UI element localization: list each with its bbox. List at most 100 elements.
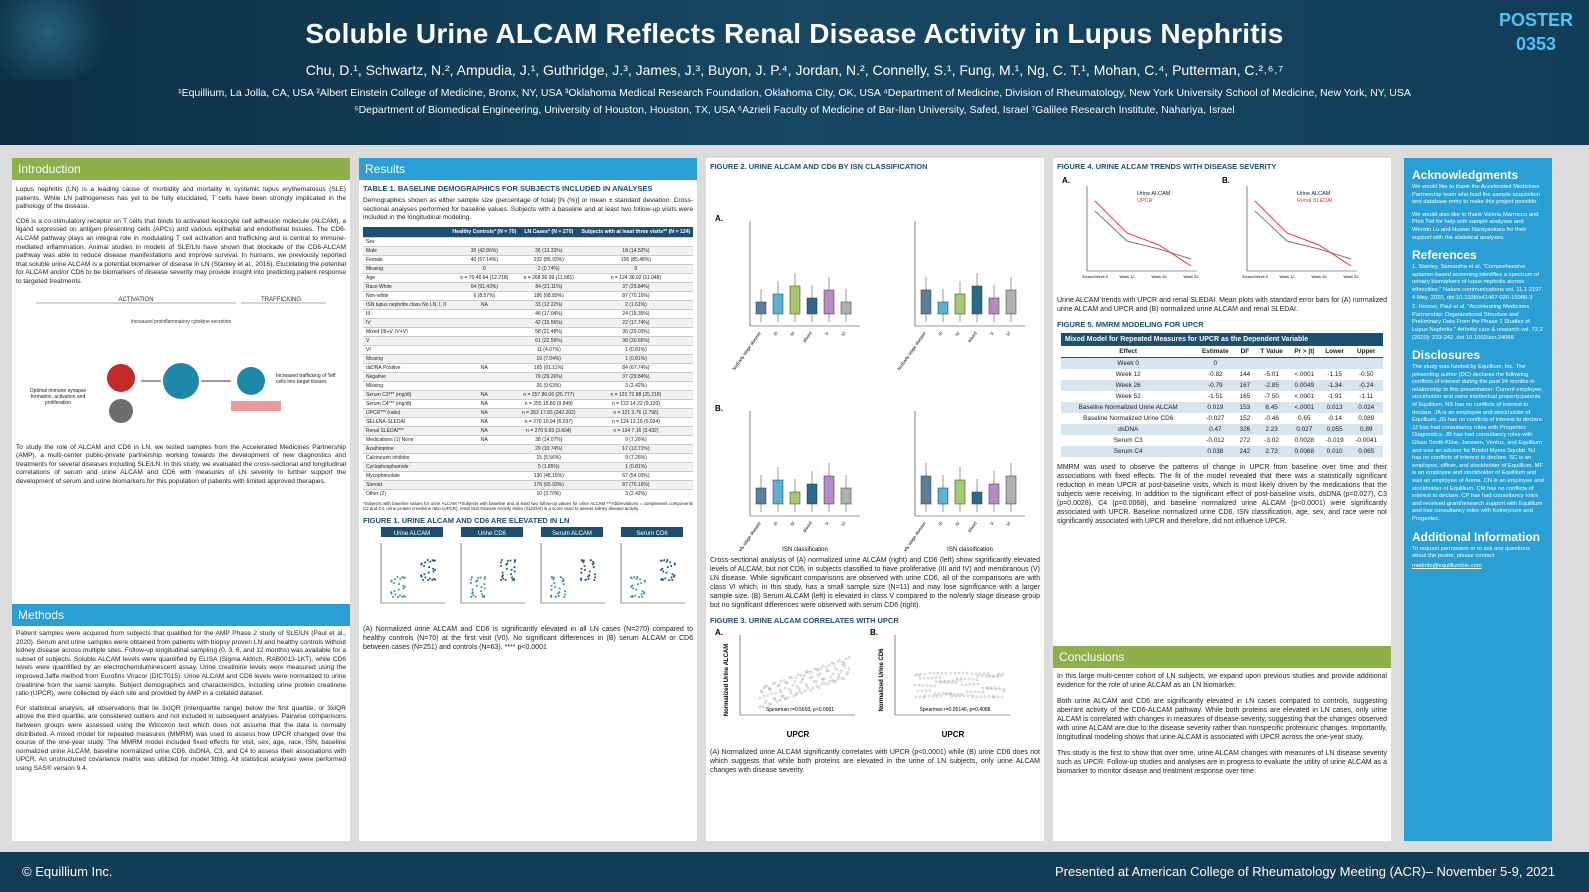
fig3-point	[828, 679, 832, 683]
mmrm-row: Week 12 -0.82 144 -5.01 <.0001 -1.15 -0.50	[1061, 369, 1383, 380]
fig1-point	[422, 564, 425, 567]
mmrm-cell: 6.45	[1254, 402, 1289, 413]
fig1-point	[550, 594, 553, 597]
mmrm-cell: Baseline Normalized Urine CD6	[1083, 415, 1174, 422]
fig2-box	[1005, 475, 1017, 505]
fig3-point	[997, 686, 1001, 689]
table-cell: n = 262 17.83 (242.202)	[518, 407, 579, 418]
fig3-point	[977, 690, 981, 694]
table-row: Cyclophosphamide 5 (1.85%) 1 (0.81%)	[363, 461, 693, 472]
fig2-category-label: VI	[1005, 521, 1012, 527]
fig3-point	[972, 682, 976, 686]
fig3-point	[834, 680, 838, 683]
fig4-x-tick: Week 26	[1152, 275, 1167, 279]
table-cell: Missing	[363, 353, 451, 364]
fig2-category-label: V	[824, 521, 830, 526]
fig1-point	[582, 560, 585, 563]
fig3-point	[790, 676, 794, 679]
fig3-point	[784, 697, 788, 701]
fig1-point	[483, 594, 486, 597]
fig3-point	[758, 705, 762, 709]
fig1-point	[403, 576, 406, 579]
fig1-point	[480, 589, 483, 592]
fig3-point	[816, 673, 820, 677]
fig3-point	[799, 681, 803, 684]
fig3-point	[981, 691, 985, 694]
table-row: Serum C3*** (mg/dl) NA n = 257 80.06 (25.7…	[363, 389, 693, 400]
table-cell: 106 (85.48%)	[578, 254, 693, 265]
teff-cell-trafficking-icon	[237, 366, 265, 395]
fig1-point	[398, 594, 401, 597]
fig3-point	[917, 673, 921, 677]
fig3-point	[960, 693, 964, 696]
fig1-point	[501, 573, 504, 576]
fig2-box	[920, 289, 932, 315]
table-cell: 36 (29.03%)	[578, 326, 693, 337]
mmrm-cell: 0	[1195, 357, 1236, 369]
table-cell: 87 (70.16%)	[578, 290, 693, 301]
fig3-point	[762, 686, 766, 690]
fig1-point	[562, 579, 565, 582]
affiliation-line-2: ⁵Department of Biomedical Engineering, U…	[354, 104, 1235, 116]
mmrm-cell: 2.23	[1254, 424, 1289, 435]
mmrm-cell: Week 0	[1061, 357, 1196, 369]
fig3-point	[810, 675, 814, 679]
fig3-point	[804, 670, 808, 674]
fig1-point	[580, 567, 583, 570]
table-cell	[450, 353, 519, 364]
table-cell: ISN lupus nephritis class No LN, I, II	[363, 299, 451, 310]
fig3-point	[967, 677, 971, 681]
table-cell: 38 (14.07%)	[518, 434, 579, 445]
fig1-point	[397, 595, 399, 598]
table-cell: NA	[450, 362, 519, 373]
table-cell: Renal SLEDAI***	[363, 425, 451, 436]
table-cell: 18 (14.52%)	[578, 245, 693, 256]
fig3-point	[800, 679, 804, 682]
table-cell: 67 (54.03%)	[578, 470, 693, 481]
fig3-point	[758, 696, 762, 700]
fig3-point	[981, 686, 985, 690]
table-cell: dsDNA Positive	[363, 362, 451, 373]
table-cell: NA	[450, 398, 519, 409]
table-cell: NA	[450, 425, 519, 436]
fig3-point	[789, 692, 793, 695]
mmrm-cell: <.0001	[1288, 402, 1320, 413]
fig3-point	[932, 671, 936, 675]
contact-email-link[interactable]: medinfo@equilliumbio.com	[1412, 562, 1482, 569]
poster-number-badge: POSTER 0353	[1499, 8, 1573, 56]
fig1-point	[562, 582, 565, 585]
fig3-point	[832, 663, 836, 666]
fig3-point	[818, 672, 822, 676]
fig3-point	[925, 684, 929, 687]
fig1-point	[550, 584, 553, 587]
fig1-point	[592, 565, 595, 568]
table-cell: 3 (2.42%)	[578, 380, 693, 391]
fig2-category-label: VI	[840, 521, 847, 527]
results-heading: Results	[359, 158, 697, 180]
fig1-point	[424, 576, 427, 579]
fig1-point	[639, 577, 642, 580]
fig2-boxplots: No/Early stage disease III IV Mixed V VI No/Ea…	[715, 214, 1025, 561]
fig3-point	[913, 683, 917, 687]
fig1-point	[588, 570, 591, 573]
fig1-point	[513, 558, 516, 561]
fig1-point	[397, 588, 400, 591]
fig1-point	[472, 594, 475, 597]
fig3-point	[984, 674, 988, 678]
fig4-red-line	[1094, 200, 1192, 267]
fig1-point	[431, 578, 434, 581]
fig1-point	[636, 575, 639, 578]
fig3-point	[806, 687, 810, 690]
fig4-x-tick: Week 12	[1280, 275, 1295, 279]
mmrm-cell: 0.027	[1288, 424, 1320, 435]
fig3-point	[996, 695, 1000, 699]
mmrm-cell: 0.89	[1349, 424, 1383, 435]
fig1-point	[552, 576, 555, 579]
fig1-panel-label: Urine ALCAM	[394, 531, 430, 537]
table-cell: 38 (30.65%)	[578, 335, 693, 346]
fig1-point	[506, 562, 509, 565]
fig3-point	[980, 674, 984, 678]
fig3-point	[800, 691, 804, 695]
additional-info-text: To request permission or to ask any ques…	[1412, 545, 1530, 560]
